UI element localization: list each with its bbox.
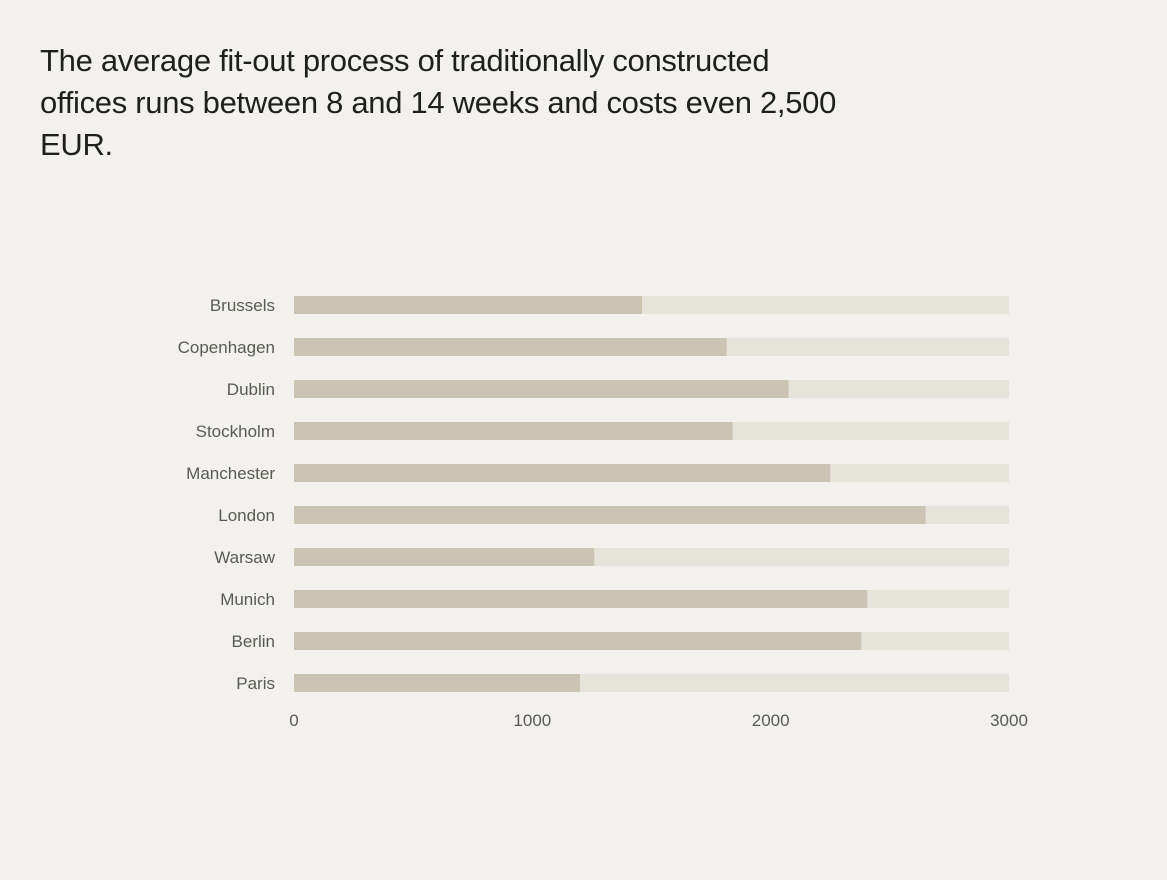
- category-label-berlin: Berlin: [232, 632, 275, 651]
- category-label-warsaw: Warsaw: [214, 548, 275, 567]
- category-labels-group: Brussels Copenhagen Dublin Stockholm Manches…: [178, 296, 276, 693]
- bar-munich: [294, 590, 868, 608]
- bar-berlin: [294, 632, 862, 650]
- category-label-london: London: [218, 506, 275, 525]
- category-label-manchester: Manchester: [186, 464, 275, 483]
- category-label-stockholm: Stockholm: [196, 422, 275, 441]
- category-label-paris: Paris: [236, 674, 275, 693]
- bar-london: [294, 506, 926, 524]
- bar-brussels: [294, 296, 642, 314]
- bar-manchester: [294, 464, 831, 482]
- category-label-brussels: Brussels: [210, 296, 275, 315]
- x-tick-label-0: 0: [289, 711, 298, 730]
- category-label-copenhagen: Copenhagen: [178, 338, 275, 357]
- category-label-dublin: Dublin: [227, 380, 275, 399]
- x-tick-label-1000: 1000: [513, 711, 551, 730]
- category-label-munich: Munich: [220, 590, 275, 609]
- axis-ticks-group: 0 1000 2000 3000: [289, 711, 1028, 730]
- bar-stockholm: [294, 422, 733, 440]
- headline: The average fit-out process of tradition…: [40, 43, 837, 162]
- bar-warsaw: [294, 548, 595, 566]
- x-tick-label-2000: 2000: [752, 711, 790, 730]
- bar-paris: [294, 674, 580, 692]
- x-tick-label-3000: 3000: [990, 711, 1028, 730]
- bar-copenhagen: [294, 338, 727, 356]
- bar-dublin: [294, 380, 789, 398]
- bars-group: [294, 296, 1009, 692]
